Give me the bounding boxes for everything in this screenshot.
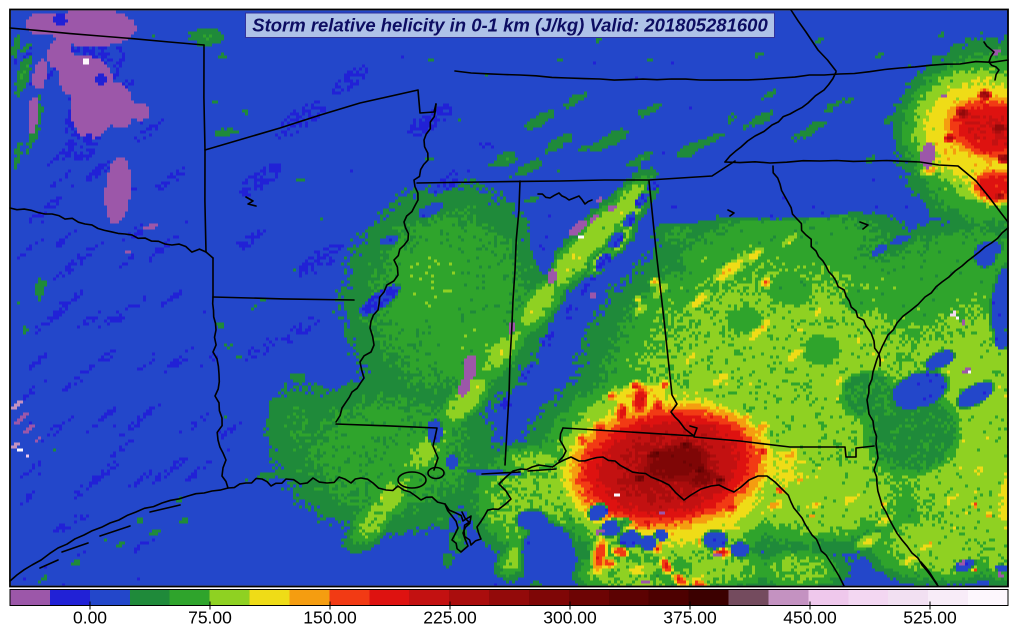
svg-text:375.00: 375.00 xyxy=(663,608,717,628)
svg-text:0.00: 0.00 xyxy=(73,608,107,628)
svg-text:450.00: 450.00 xyxy=(783,608,837,628)
svg-text:150.00: 150.00 xyxy=(303,608,357,628)
svg-text:225.00: 225.00 xyxy=(423,608,477,628)
svg-text:Storm relative helicity in 0-1: Storm relative helicity in 0-1 km (J/kg)… xyxy=(252,15,768,36)
svg-text:525.00: 525.00 xyxy=(903,608,957,628)
svg-text:300.00: 300.00 xyxy=(543,608,597,628)
svg-text:75.00: 75.00 xyxy=(188,608,232,628)
